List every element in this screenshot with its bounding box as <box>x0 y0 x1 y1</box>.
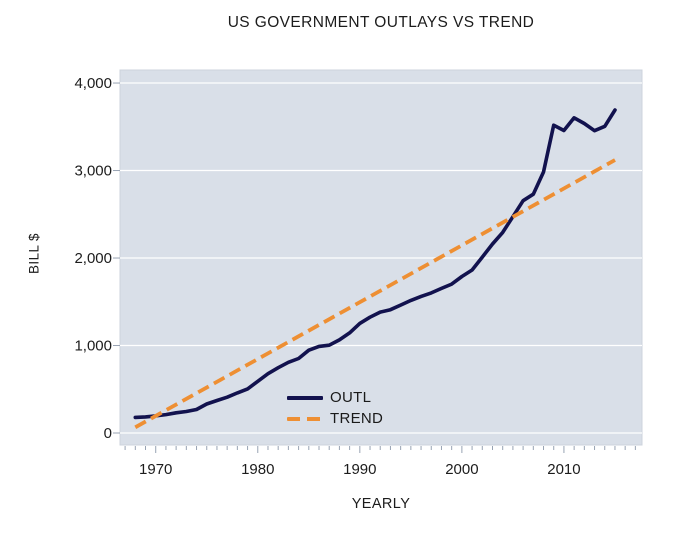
trend-line <box>134 158 616 429</box>
legend-row-trend: TREND <box>287 411 383 427</box>
y-tick-label: 1,000 <box>74 338 112 355</box>
y-tick-label: 4,000 <box>74 75 112 92</box>
x-tick-label: 1980 <box>241 461 274 478</box>
x-tick-label: 1990 <box>343 461 376 478</box>
outl-line <box>133 108 617 420</box>
y-tick-label: 0 <box>104 425 112 442</box>
y-tick-label: 3,000 <box>74 163 112 180</box>
chart-title: US GOVERNMENT OUTLAYS VS TREND <box>227 14 535 31</box>
x-tick-label: 2010 <box>547 461 580 478</box>
legend-trend-label: TREND <box>330 410 384 427</box>
x-axis-label: YEARLY <box>351 496 411 512</box>
x-tick-label: 1970 <box>139 461 172 478</box>
legend-outl-label: OUTL <box>330 389 372 406</box>
legend-trend-swatch <box>287 417 323 421</box>
y-tick-label: 2,000 <box>74 250 112 267</box>
x-tick-label: 2000 <box>445 461 478 478</box>
legend: OUTL TREND <box>287 390 383 427</box>
legend-row-outl: OUTL <box>287 390 383 406</box>
legend-outl-swatch <box>287 396 323 400</box>
